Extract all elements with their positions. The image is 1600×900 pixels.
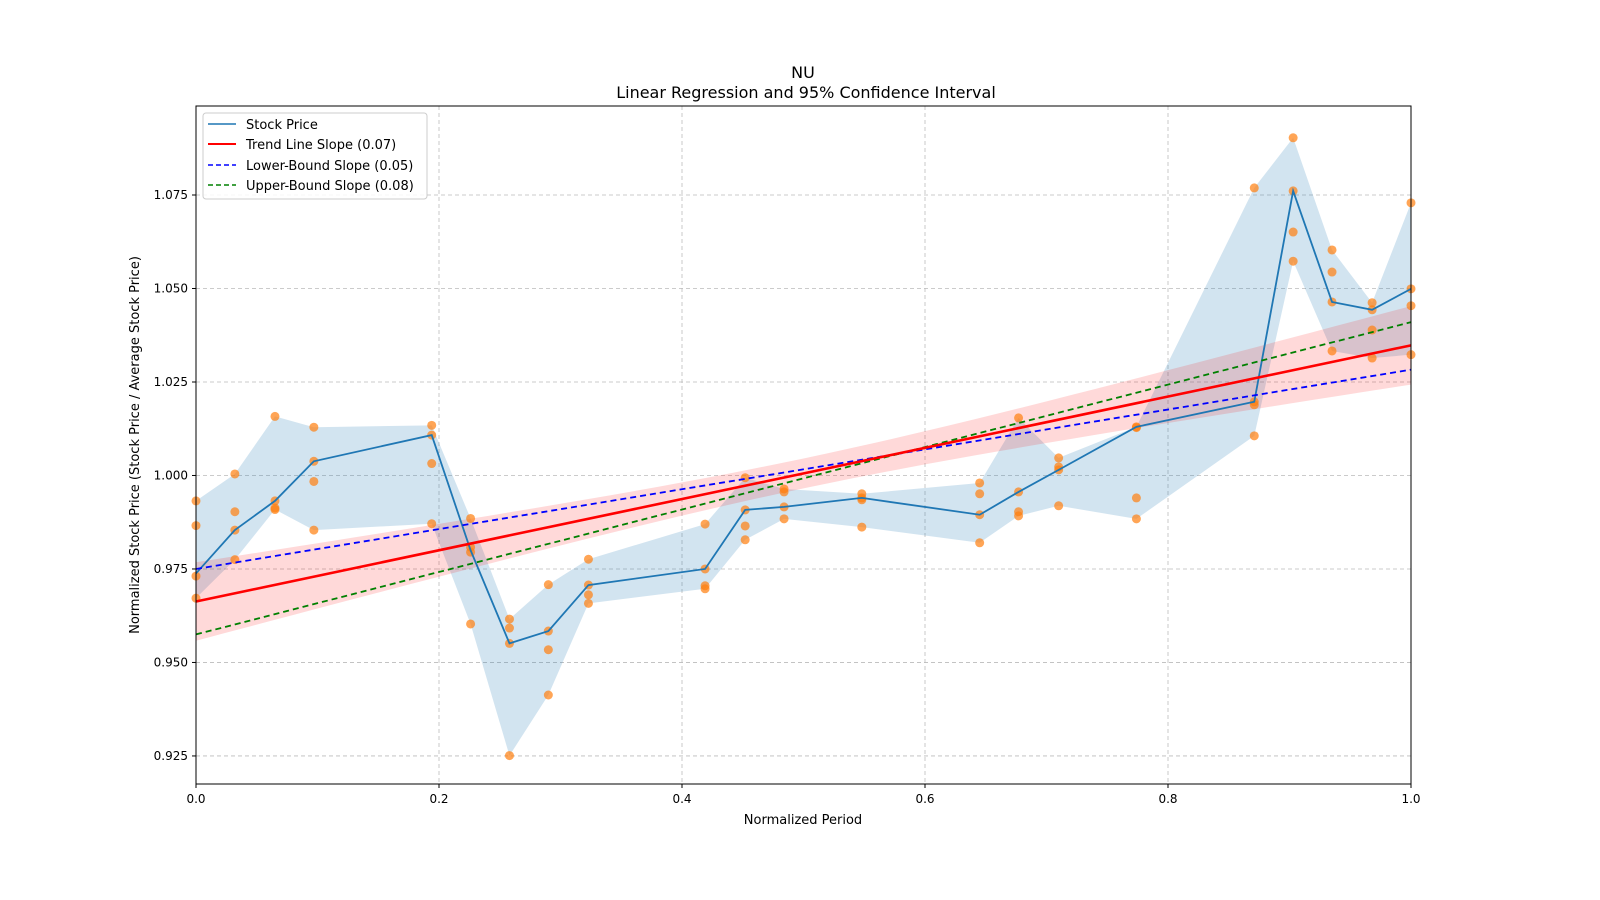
scatter-point [1288,227,1298,237]
scatter-point [427,459,437,469]
scatter-point [700,584,710,594]
scatter-point [466,513,476,523]
stock-range-band [196,137,1411,756]
scatter-point [975,478,985,488]
scatter-point [1249,183,1259,193]
scatter-point [779,514,789,524]
y-tick-label: 0.975 [154,562,188,576]
scatter-point [975,489,985,499]
x-tick-label: 0.6 [915,792,934,806]
stock-price-line [195,187,1412,645]
legend: Stock Price Trend Line Slope (0.07) Lowe… [202,112,428,200]
scatter-point [740,473,750,483]
scatter-point [309,525,319,535]
legend-label-trend: Trend Line Slope (0.07) [245,138,396,153]
scatter-point [1014,511,1024,521]
scatter-point [583,598,593,608]
scatter-point [1249,431,1259,441]
y-tick-label: 1.050 [154,281,188,295]
y-tick-label: 0.950 [154,655,188,669]
scatter-point [1327,346,1337,356]
y-tick-label: 1.075 [154,188,188,202]
scatter-point [504,623,514,633]
scatter-point [270,505,280,515]
scatter-point [740,535,750,545]
x-tick-label: 0.0 [186,792,205,806]
scatter-point [779,487,789,497]
axes-frame [195,105,1412,785]
x-tick-label: 0.2 [429,792,448,806]
scatter-point [1054,501,1064,511]
scatter-point [857,495,867,505]
trend-line [195,344,1412,603]
scatter-point [543,690,553,700]
y-tick-label: 0.925 [154,749,188,763]
plot-area [191,133,1416,761]
scatter-point [230,469,240,479]
x-tick-label: 0.8 [1158,792,1177,806]
scatter-point [857,522,867,532]
scatter-point [270,411,280,421]
scatter-point [1054,453,1064,463]
scatter-point [309,422,319,432]
scatter-point [427,519,437,529]
scatter-point [975,538,985,548]
scatter-point [583,554,593,564]
lower-bound-line [195,368,1412,570]
y-axis-label: Normalized Stock Price (Stock Price / Av… [128,256,143,634]
chart-title: NU [791,63,815,82]
x-tick-label: 1.0 [1401,792,1420,806]
scatter-point [1367,353,1377,363]
scatter-point [504,614,514,624]
x-axis-label: Normalized Period [744,813,862,828]
scatter-point [309,476,319,486]
scatter-point [583,590,593,600]
scatter-point [466,619,476,629]
scatter-point [1131,514,1141,524]
scatter-point [504,751,514,761]
scatter-point [1131,493,1141,503]
legend-label-lower: Lower-Bound Slope (0.05) [246,159,413,174]
scatter-point [700,519,710,529]
y-tick-label: 1.000 [154,468,188,482]
legend-label-upper: Upper-Bound Slope (0.08) [246,179,414,194]
scatter-point [543,645,553,655]
scatter-point [1288,256,1298,266]
legend-label-stock: Stock Price [246,118,318,133]
legend-box [202,112,428,200]
scatter-point [1367,298,1377,308]
scatter-point [543,580,553,590]
x-tick-label: 0.4 [672,792,691,806]
chart-subtitle: Linear Regression and 95% Confidence Int… [616,83,996,102]
scatter-point [1014,413,1024,423]
scatter-point [740,521,750,531]
scatter-point [1327,245,1337,255]
scatter-point [230,507,240,517]
y-tick-label: 1.025 [154,375,188,389]
x-axis: 0.0 0.2 0.4 0.6 0.8 1.0 [186,784,1421,806]
scatter-point [1288,133,1298,143]
scatter-point [427,420,437,430]
upper-bound-line [195,321,1412,636]
scatter-point [1327,267,1337,277]
y-axis: 0.925 0.950 0.975 1.000 1.025 1.050 1.075 [154,188,196,763]
